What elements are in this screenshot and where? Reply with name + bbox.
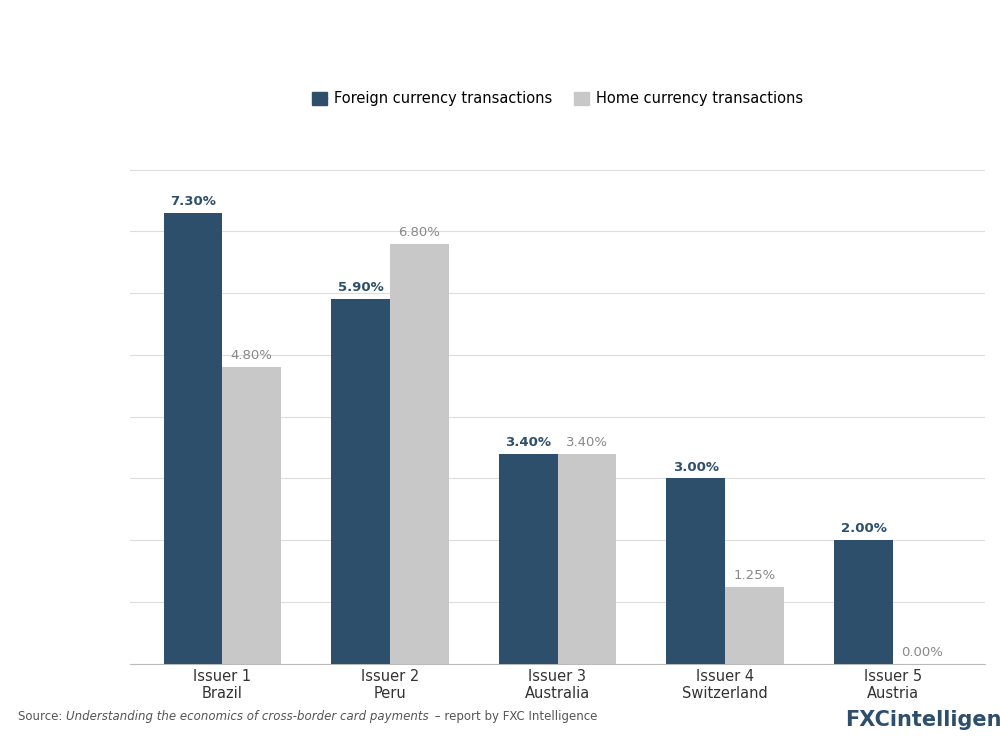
Bar: [222, 368, 281, 664]
Text: 4.80%: 4.80%: [231, 350, 272, 362]
Text: FXCintelligence: FXCintelligence: [845, 710, 1000, 730]
Text: Cost variation for issuers in Brazil, Peru, Australia, Switzerland and Austria: Cost variation for issuers in Brazil, Pe…: [18, 80, 667, 98]
Legend: Foreign currency transactions, Home currency transactions: Foreign currency transactions, Home curr…: [306, 86, 809, 112]
Bar: [499, 454, 558, 664]
Bar: [331, 299, 390, 664]
Bar: [390, 244, 449, 664]
Text: 3.00%: 3.00%: [673, 460, 719, 473]
Text: 3.40%: 3.40%: [566, 436, 608, 448]
Text: Understanding the economics of cross-border card payments: Understanding the economics of cross-bor…: [66, 710, 429, 723]
Bar: [558, 454, 616, 664]
Text: Source:: Source:: [18, 710, 66, 723]
Text: – report by FXC Intelligence: – report by FXC Intelligence: [431, 710, 597, 723]
Bar: [164, 213, 222, 664]
Text: 0.00%: 0.00%: [901, 646, 943, 658]
Text: 5.90%: 5.90%: [338, 281, 383, 295]
Bar: [834, 540, 893, 664]
Text: 7.30%: 7.30%: [170, 195, 216, 208]
Text: 2.00%: 2.00%: [841, 522, 886, 536]
Text: 1.25%: 1.25%: [733, 568, 776, 581]
Text: Overseas transaction costs: Foreign versus home currency: Overseas transaction costs: Foreign vers…: [18, 24, 892, 50]
Text: 6.80%: 6.80%: [398, 226, 440, 238]
Bar: [666, 478, 725, 664]
Text: 3.40%: 3.40%: [505, 436, 551, 448]
Bar: [725, 586, 784, 664]
